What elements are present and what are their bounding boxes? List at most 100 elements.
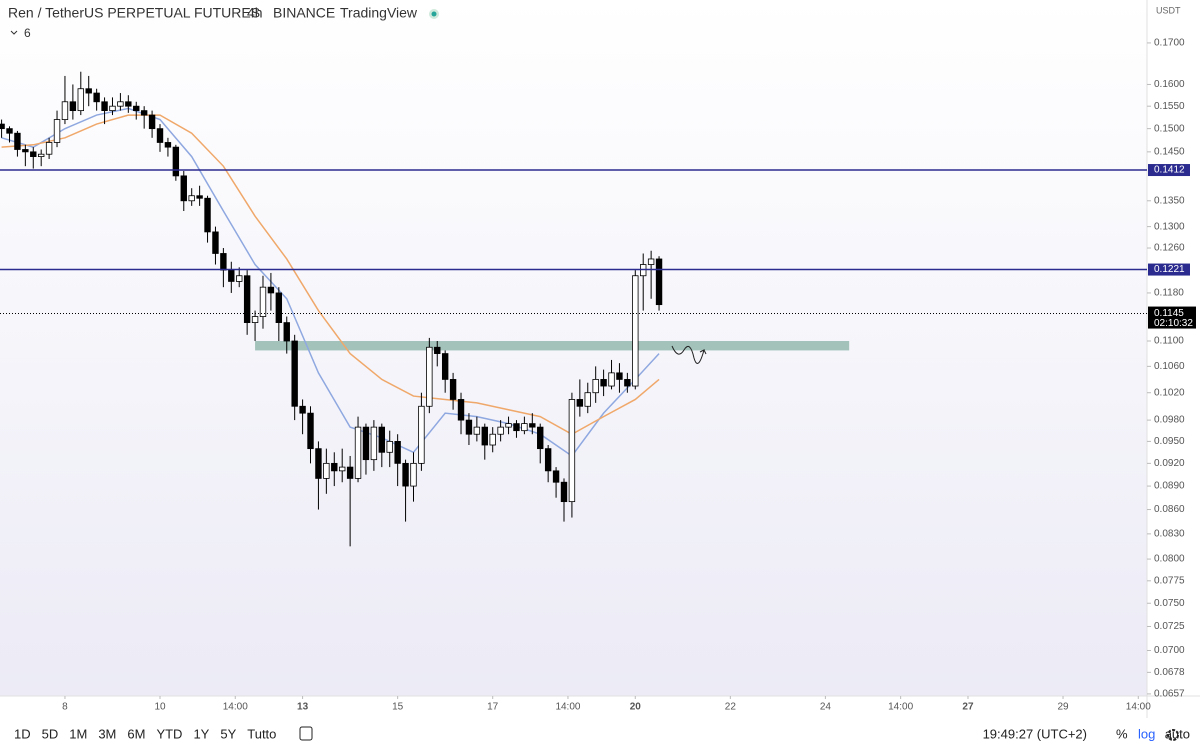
candle-body [560,481,568,503]
axis-option[interactable]: log [1138,726,1155,741]
candle-body [307,412,314,450]
candle-body [180,175,187,202]
candle-body [513,423,520,432]
candle-body [61,101,69,120]
x-tick-label: 22 [725,702,737,713]
candle-body [386,440,393,453]
x-tick-label: 10 [154,702,166,713]
currency[interactable]: USDT [1156,5,1181,15]
y-tick-label: 0.1700 [1154,38,1185,49]
candle-body [362,426,370,461]
candle-body [465,419,473,435]
y-tick-label: 0.0678 [1154,667,1185,678]
candle-body [481,426,488,446]
candle-body [6,128,13,134]
collapse-icon[interactable] [10,30,18,35]
y-tick-label: 0.0657 [1154,689,1185,700]
x-tick-label: 29 [1057,702,1069,713]
candle-body [93,92,100,103]
candle-body [45,142,53,155]
range-button[interactable]: 3M [98,726,116,741]
range-button[interactable]: 1Y [193,726,209,741]
x-tick-label: 17 [487,702,499,713]
settings-icon[interactable] [1167,729,1179,741]
candle-body [228,269,235,282]
x-tick-label: 14:00 [1126,702,1151,713]
candle-body [109,105,116,112]
candle-body [85,88,92,94]
candle-body [315,448,322,479]
candle-body [489,433,496,446]
candle-body [0,123,5,130]
candle-body [529,423,536,428]
candle-body [378,426,386,453]
range-button[interactable]: 1D [14,726,31,741]
candle-body [204,197,211,233]
candle-body [69,101,77,112]
y-tick-label: 0.0725 [1154,621,1185,632]
y-tick-label: 0.1550 [1154,101,1185,112]
candle-body [346,466,354,479]
projection-sketch [671,345,707,364]
candle-body [125,101,132,107]
level-tag [1148,164,1190,177]
candle-body [394,440,401,464]
y-tick-label: 0.0920 [1154,458,1185,469]
candle-body [267,286,275,294]
range-button[interactable]: 1M [69,726,87,741]
candle-body [243,275,251,323]
candle-body [552,470,560,483]
countdown: 02:10:32 [1154,318,1193,329]
y-tick-label: 0.1100 [1154,336,1184,347]
candle-body [521,423,528,432]
candle-body [133,105,140,112]
status-dot [431,11,437,17]
y-tick-label: 0.1260 [1154,243,1185,254]
last-price-label: 0.1145 [1154,308,1184,319]
level-label: 0.1221 [1154,264,1185,275]
x-tick-label: 8 [62,702,68,713]
candle-body [212,231,219,254]
candle-body [53,119,61,143]
candle-body [410,462,417,487]
y-tick-label: 0.0980 [1154,415,1185,426]
clock: 19:49:27 (UTC+2) [983,726,1087,741]
candle-body [544,448,552,472]
last-price-tag [1148,306,1196,329]
y-tick-label: 0.1020 [1154,387,1185,398]
candle-body [338,466,346,472]
y-tick-label: 0.0775 [1154,575,1185,586]
candle-body [505,423,512,428]
calendar-icon[interactable] [299,726,313,741]
candle-body [418,405,425,464]
y-tick-label: 0.0830 [1154,529,1185,540]
indicator-count[interactable]: 6 [24,26,31,40]
candle-body [156,128,164,143]
axis-option[interactable]: % [1116,726,1128,741]
candle-body [259,286,267,317]
y-tick-label: 0.1600 [1154,79,1185,90]
candle-body [354,426,362,479]
support-zone [255,341,850,351]
candle-body [473,426,481,435]
range-button[interactable]: YTD [156,726,182,741]
candle-body [647,258,655,265]
candle-body [655,258,663,306]
candle-body [441,353,449,380]
x-tick-label: 13 [297,702,309,713]
candle-body [576,399,584,407]
y-tick-label: 0.1180 [1154,288,1184,299]
x-tick-label: 14:00 [555,702,580,713]
range-button[interactable]: 6M [127,726,145,741]
candle-body [14,132,21,150]
candle-body [370,426,378,461]
x-tick-label: 24 [820,702,832,713]
range-button[interactable]: Tutto [247,726,276,741]
x-tick-label: 20 [630,702,642,713]
exchange: BINANCE [273,5,335,21]
range-button[interactable]: 5Y [220,726,236,741]
range-button[interactable]: 5D [42,726,59,741]
candle-body [77,88,84,112]
level-label: 0.1412 [1154,165,1185,176]
